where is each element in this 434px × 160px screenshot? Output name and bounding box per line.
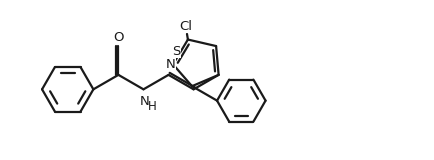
Text: H: H [148,100,156,113]
Text: N: N [166,58,176,71]
Text: O: O [113,31,124,44]
Text: S: S [173,45,181,58]
Text: Cl: Cl [179,20,192,32]
Text: N: N [140,95,149,108]
